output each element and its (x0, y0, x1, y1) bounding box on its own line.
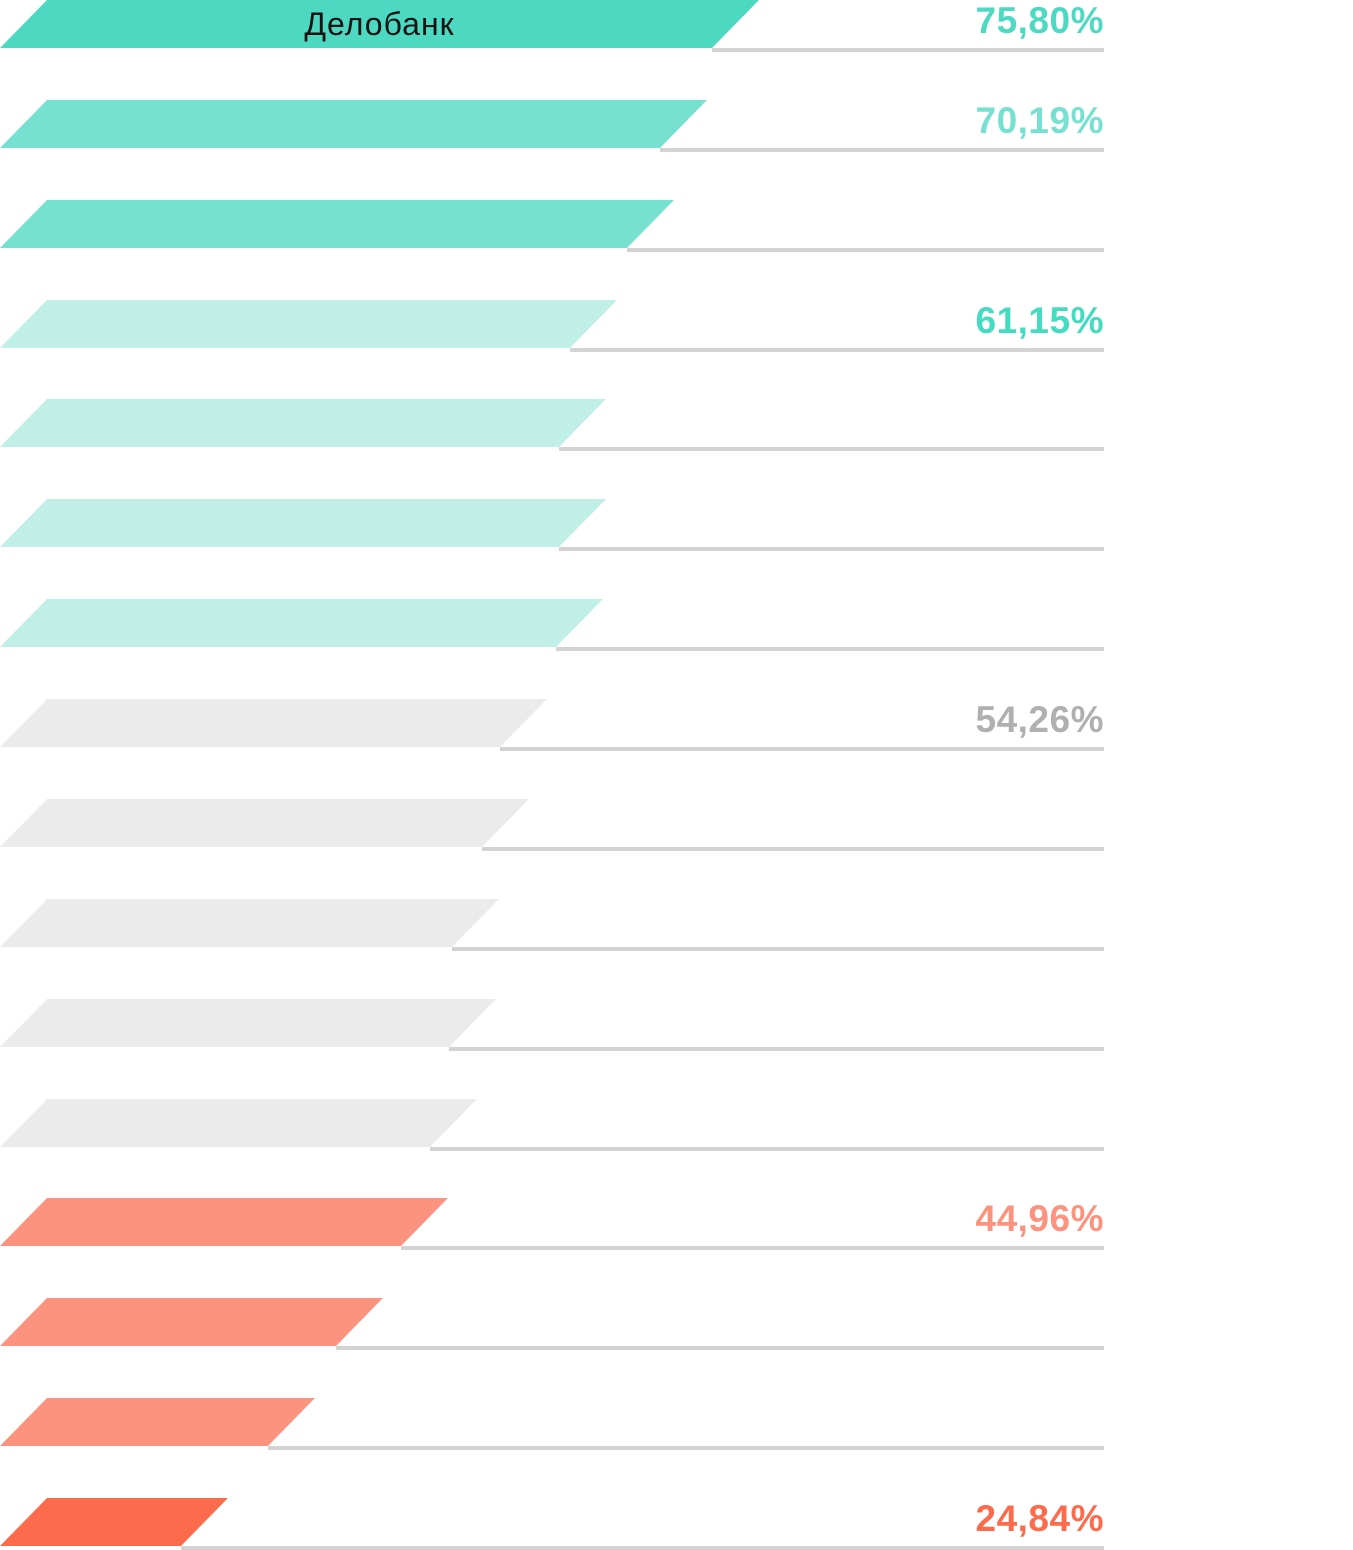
baseline (452, 947, 1104, 951)
baseline (559, 447, 1104, 451)
bar-value-label: 75,80% (975, 0, 1104, 41)
chart-row (0, 399, 1353, 499)
bar (0, 499, 606, 547)
bar (0, 1198, 448, 1246)
baseline (712, 48, 1104, 52)
baseline (660, 148, 1104, 152)
baseline (336, 1346, 1104, 1350)
bar (0, 1398, 315, 1446)
baseline (268, 1446, 1104, 1450)
bar (0, 999, 496, 1047)
bar (0, 0, 759, 48)
bar (0, 1099, 477, 1147)
chart-row: 61,15% (0, 300, 1353, 400)
chart-row: 44,96% (0, 1198, 1353, 1298)
bar (0, 100, 707, 148)
chart-row (0, 200, 1353, 300)
chart-row (0, 1099, 1353, 1199)
bar (0, 799, 529, 847)
baseline (627, 248, 1104, 252)
bar (0, 899, 499, 947)
bar (0, 599, 603, 647)
bar-category-label: Делобанк (304, 5, 455, 42)
baseline (482, 847, 1104, 851)
chart-row (0, 1398, 1353, 1498)
chart-row (0, 799, 1353, 899)
chart-row: 70,19% (0, 100, 1353, 200)
baseline (570, 348, 1104, 352)
bar (0, 399, 606, 447)
chart-row (0, 1298, 1353, 1398)
bar (0, 300, 617, 348)
baseline (559, 547, 1104, 551)
bar-value-label: 44,96% (975, 1198, 1104, 1239)
chart-row (0, 499, 1353, 599)
baseline (430, 1147, 1104, 1151)
bar (0, 699, 547, 747)
bar-value-label: 24,84% (975, 1498, 1104, 1539)
baseline (556, 647, 1104, 651)
bar (0, 1298, 383, 1346)
bar-value-label: 54,26% (975, 699, 1104, 740)
chart-row: 24,84% (0, 1498, 1353, 1550)
bar-value-label: 70,19% (975, 100, 1104, 141)
chart-row: 54,26% (0, 699, 1353, 799)
baseline (181, 1546, 1104, 1550)
baseline (401, 1246, 1104, 1250)
chart-row (0, 599, 1353, 699)
chart-row (0, 899, 1353, 999)
chart-row: Делобанк 75,80% (0, 0, 1353, 100)
baseline (449, 1047, 1104, 1051)
chart-row (0, 999, 1353, 1099)
baseline (500, 747, 1104, 751)
bar-value-label: 61,15% (975, 300, 1104, 341)
bar (0, 200, 674, 248)
